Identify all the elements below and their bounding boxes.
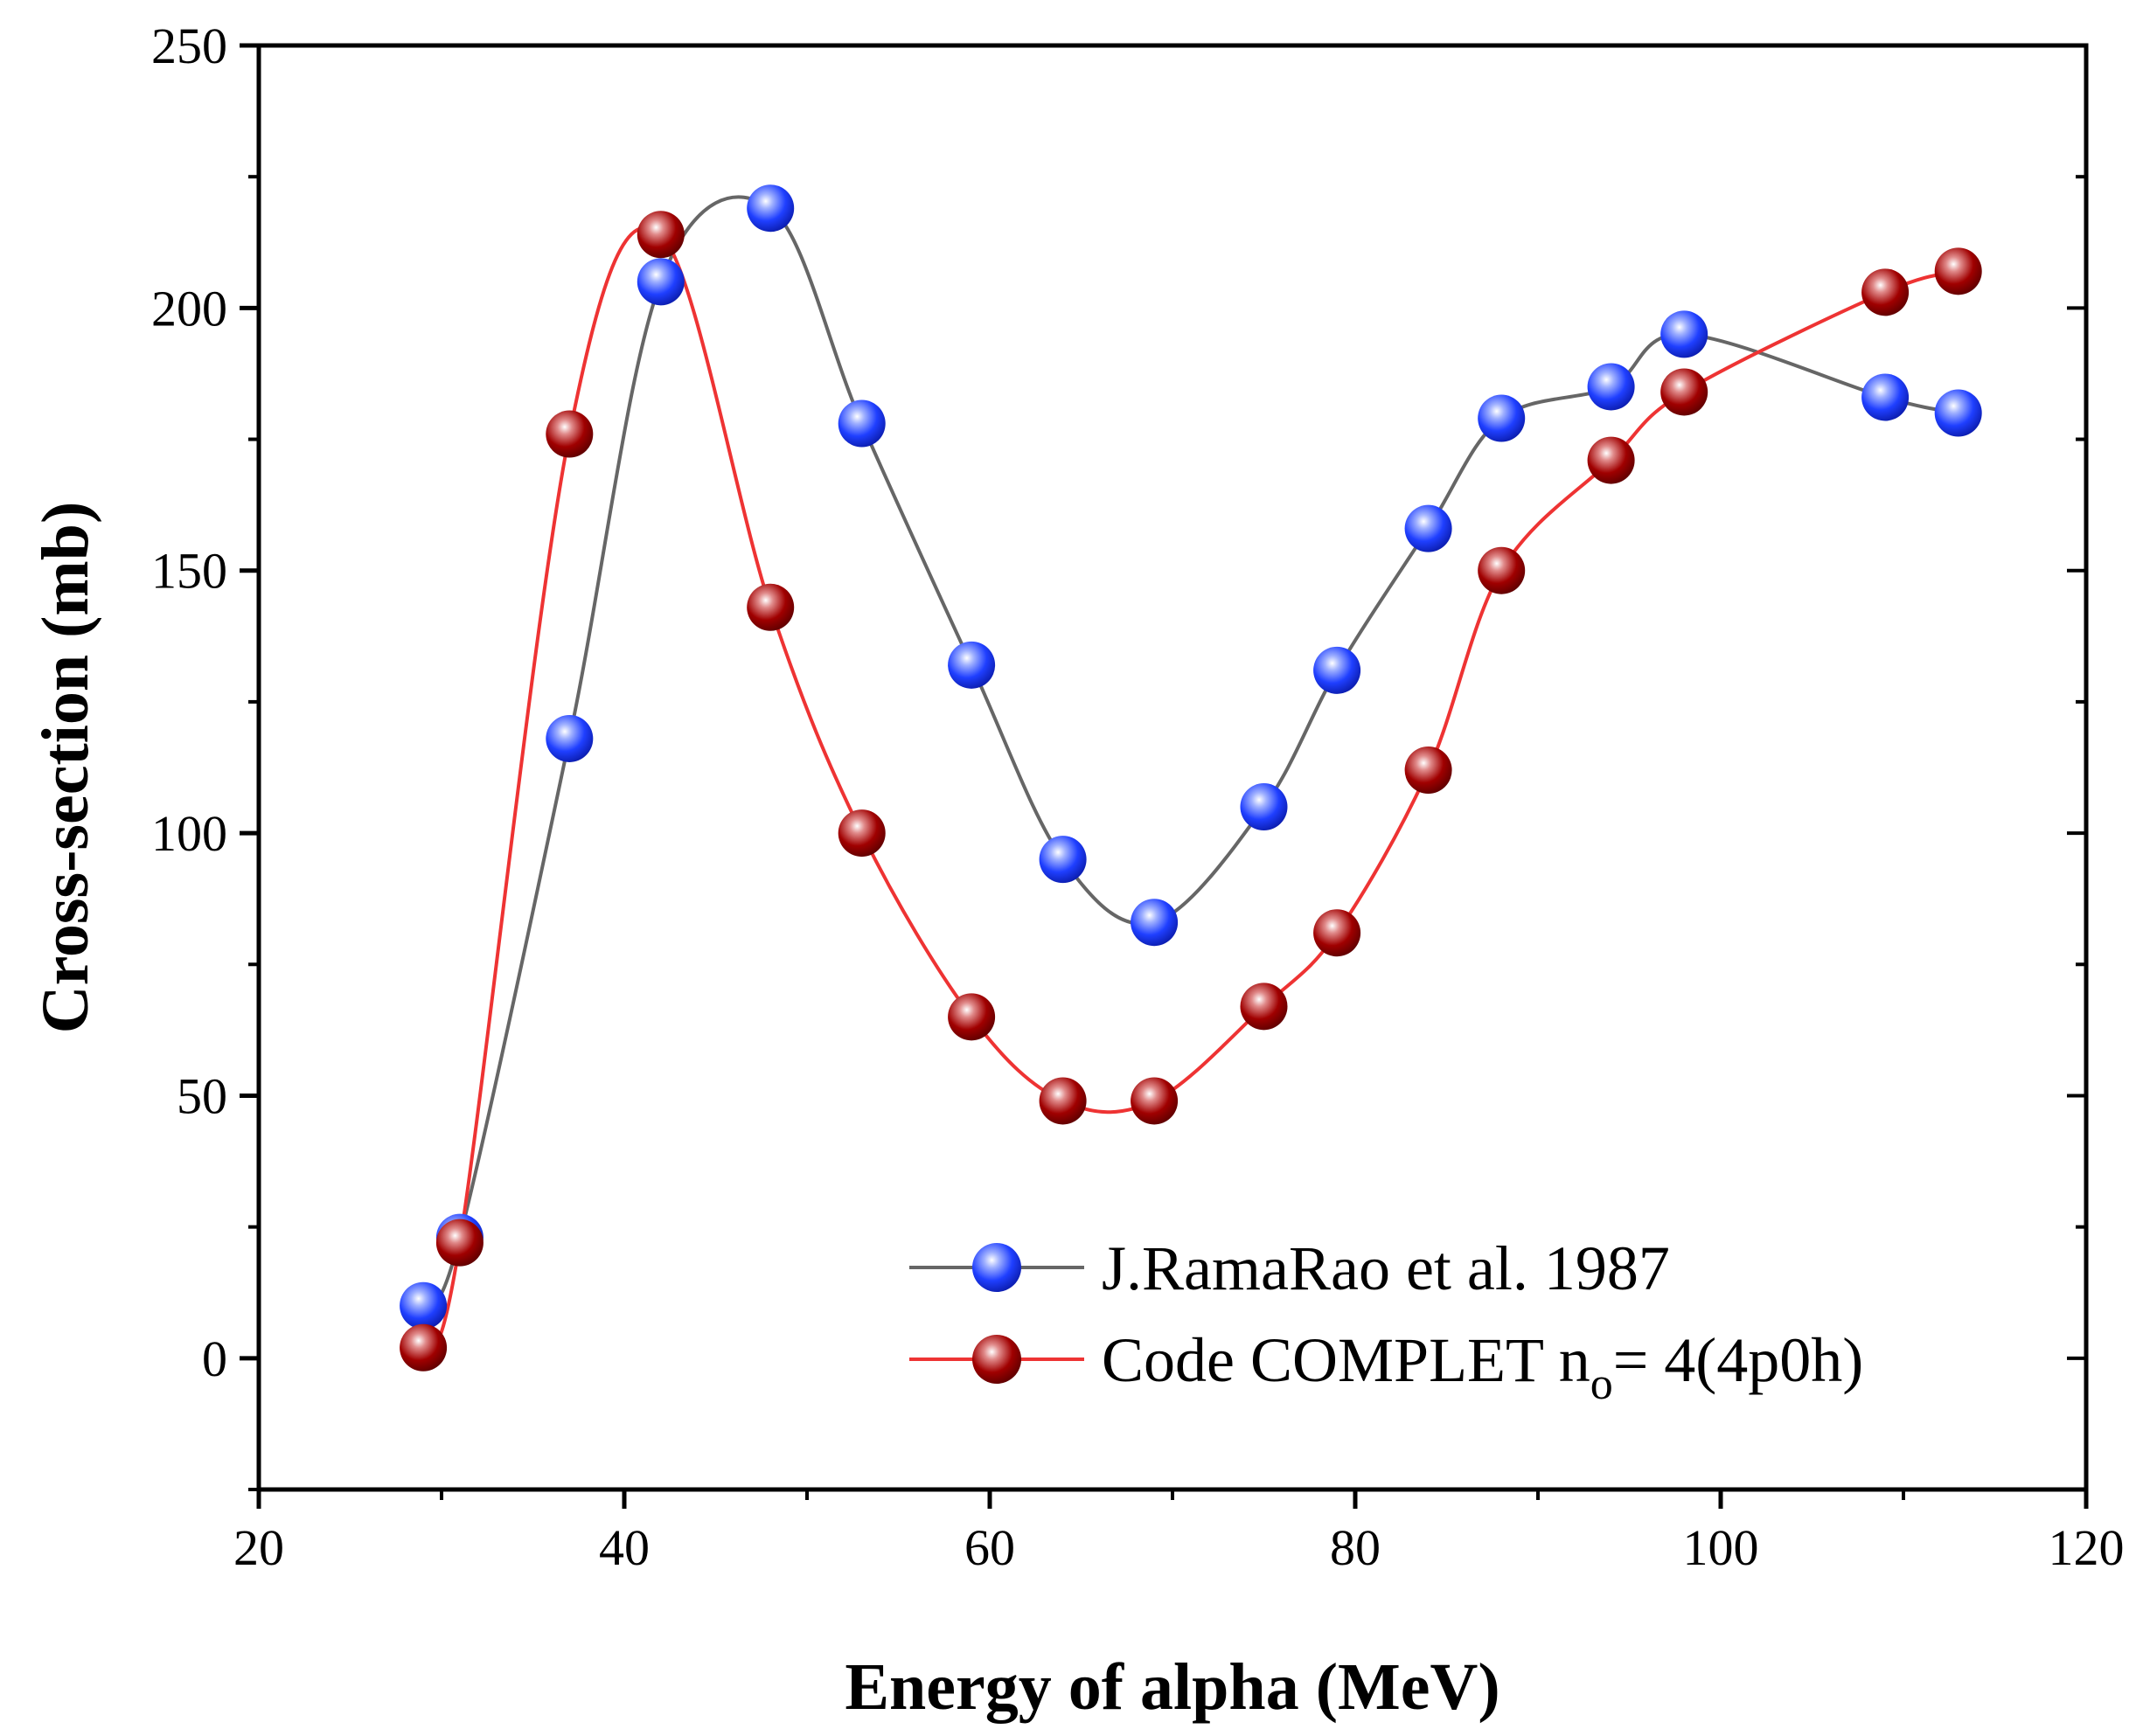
y-tick-label-1: 50: [177, 1067, 227, 1124]
series-1-point-3: [637, 258, 685, 306]
series-1-point-13: [1587, 363, 1635, 411]
y-tick-label-2: 100: [151, 805, 227, 862]
x-tick-label-3: 80: [1330, 1519, 1381, 1576]
legend-label-series-1: J.RamaRao et al. 1987: [1102, 1233, 1670, 1303]
x-tick-label-2: 60: [964, 1519, 1015, 1576]
series-2-point-0: [400, 1323, 448, 1371]
series-1-point-16: [1934, 389, 1982, 437]
series-1-point-15: [1861, 373, 1910, 421]
series-2-point-15: [1861, 268, 1910, 316]
legend-label-series-2: Code COMPLET no= 4(4p0h): [1102, 1325, 1863, 1409]
series-1-point-2: [546, 714, 594, 762]
series-2-point-8: [1131, 1077, 1179, 1125]
series-2-line: [421, 226, 1959, 1350]
series-1-point-7: [1039, 836, 1087, 884]
series-points: [400, 184, 1982, 1371]
legend: J.RamaRao et al. 1987 Code COMPLET no= 4…: [909, 1233, 1863, 1409]
x-tick-label-1: 40: [599, 1519, 650, 1576]
series-2-point-5: [838, 809, 886, 858]
y-tick-label-4: 200: [151, 280, 227, 337]
legend-label-series-2-subscript: o: [1590, 1359, 1613, 1409]
series-1-point-0: [400, 1281, 448, 1330]
series-1-point-5: [838, 399, 886, 448]
series-2-point-14: [1660, 368, 1708, 416]
series-1-point-14: [1660, 310, 1708, 358]
series-1-point-10: [1313, 646, 1361, 694]
series-2-point-4: [747, 583, 795, 631]
series-2-point-3: [637, 211, 685, 259]
series-2-point-2: [546, 410, 594, 458]
legend-label-series-2-main: Code COMPLET n: [1102, 1325, 1590, 1395]
series-1-line: [421, 195, 1959, 1307]
series-2-point-16: [1934, 247, 1982, 295]
x-axis-title: Energy of alpha (MeV): [845, 1650, 1499, 1724]
legend-marker-series-1: [972, 1243, 1021, 1292]
series-2-point-10: [1313, 909, 1361, 957]
x-tick-label-5: 120: [2049, 1519, 2125, 1576]
series-1-point-11: [1404, 504, 1452, 552]
x-tick-label-4: 100: [1683, 1519, 1759, 1576]
axis-ticks: [240, 43, 2089, 1509]
legend-item-series-2: Code COMPLET no= 4(4p0h): [909, 1325, 1863, 1409]
series-1-point-4: [747, 184, 795, 233]
legend-label-series-2-suffix: = 4(4p0h): [1613, 1325, 1864, 1395]
series-2-point-12: [1478, 546, 1526, 594]
legend-marker-series-2: [972, 1335, 1021, 1384]
series-2-point-1: [435, 1219, 484, 1267]
series-1-point-12: [1478, 394, 1526, 442]
y-tick-label-0: 0: [202, 1330, 227, 1387]
y-tick-label-5: 250: [151, 17, 227, 74]
x-tick-label-0: 20: [233, 1519, 284, 1576]
series-2-point-11: [1404, 746, 1452, 795]
series-lines: [421, 195, 1959, 1350]
series-1-point-6: [948, 641, 996, 689]
y-axis-title: Cross-section (mb): [29, 502, 102, 1034]
series-2-point-7: [1039, 1077, 1087, 1125]
series-1-point-8: [1131, 899, 1179, 947]
y-tick-label-3: 150: [151, 543, 227, 600]
series-2-point-6: [948, 993, 996, 1041]
legend-item-series-1: J.RamaRao et al. 1987: [909, 1233, 1670, 1303]
series-1-point-9: [1240, 783, 1288, 831]
tick-labels: 20 40 60 80 100 120 0 50 100 150 200 250: [151, 17, 2125, 1576]
series-2-point-13: [1587, 436, 1635, 484]
series-2-point-9: [1240, 983, 1288, 1031]
